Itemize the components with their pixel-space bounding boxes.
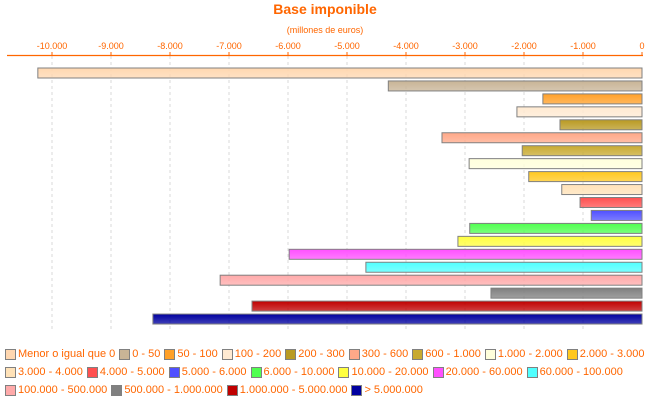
x-tick-label: -8.000 xyxy=(157,41,183,51)
legend-item: 6.000 - 10.000 xyxy=(250,366,335,378)
bar-18 xyxy=(490,287,643,299)
bar-13 xyxy=(469,222,643,234)
x-tick-label: -7.000 xyxy=(216,41,242,51)
chart-subtitle: (millones de euros) xyxy=(286,25,364,35)
legend-label: 1.000.000 - 5.000.000 xyxy=(239,384,348,396)
legend-label: 4.000 - 5.000 xyxy=(99,366,165,378)
x-tick-label: -5.000 xyxy=(334,41,360,51)
legend-label: 1.000 - 2.000 xyxy=(497,348,563,360)
legend-item: 5.000 - 6.000 xyxy=(168,366,247,378)
legend-swatch xyxy=(86,366,98,378)
legend-item: 300 - 600 xyxy=(348,348,409,360)
bar-12 xyxy=(590,209,643,221)
legend-item: 60.000 - 100.000 xyxy=(526,366,623,378)
legend-label: > 5.000.000 xyxy=(364,384,423,396)
legend-item: 500.000 - 1.000.000 xyxy=(111,384,223,396)
x-tick-label: -2.000 xyxy=(511,41,537,51)
legend-label: 20.000 - 60.000 xyxy=(445,366,523,378)
bar-11 xyxy=(579,197,643,208)
bar-9 xyxy=(528,171,643,183)
legend-item: 600 - 1.000 xyxy=(412,348,481,360)
legend-label: 2.000 - 3.000 xyxy=(579,348,645,360)
legend-label: 100 - 200 xyxy=(234,348,282,360)
legend-swatch xyxy=(119,348,131,360)
bar-17 xyxy=(219,274,643,286)
bar-5 xyxy=(559,119,643,131)
legend-swatch xyxy=(5,348,16,360)
legend-swatch xyxy=(5,384,16,396)
legend-label: 50 - 100 xyxy=(177,348,218,360)
bar-14 xyxy=(457,235,643,247)
bar-1 xyxy=(37,67,643,79)
legend-item: 3.000 - 4.000 xyxy=(5,366,83,378)
legend-item: 2.000 - 3.000 xyxy=(566,348,645,360)
bar-3 xyxy=(542,93,643,105)
legend-item: Menor o igual que 0 xyxy=(5,348,115,360)
legend-item: 1.000.000 - 5.000.000 xyxy=(226,384,348,396)
legend-item: 100.000 - 500.000 xyxy=(5,384,107,396)
x-tick-label: 0 xyxy=(639,41,644,51)
bar-20 xyxy=(152,313,643,325)
legend-swatch xyxy=(164,348,176,360)
legend-swatch xyxy=(566,348,578,360)
legend-item: 0 - 50 xyxy=(119,348,160,360)
legend: Menor o igual que 0 0 - 50 50 - 100 100 - 2… xyxy=(5,345,650,399)
legend-item: 1.000 - 2.000 xyxy=(484,348,563,360)
bar-7 xyxy=(521,145,643,157)
plot-area: -10.000 -9.000 -8.000 -7.000 -6.000 -5.000 -4.… xyxy=(7,41,645,330)
legend-label: 60.000 - 100.000 xyxy=(539,366,623,378)
legend-row: Menor o igual que 0 0 - 50 50 - 100 100 - 2… xyxy=(5,345,650,363)
x-tick-label: -10.000 xyxy=(37,41,68,51)
legend-item: 200 - 300 xyxy=(285,348,345,360)
legend-label: 100.000 - 500.000 xyxy=(18,384,108,396)
legend-label: 5.000 - 6.000 xyxy=(181,366,247,378)
x-tick-label: -3.000 xyxy=(452,41,478,51)
bar-15 xyxy=(288,248,643,260)
legend-swatch xyxy=(526,366,538,378)
legend-swatch xyxy=(226,384,238,396)
legend-swatch xyxy=(432,366,444,378)
legend-label: 3.000 - 4.000 xyxy=(18,366,83,378)
legend-label: 200 - 300 xyxy=(298,348,345,360)
bar-8 xyxy=(468,158,643,170)
legend-item: 4.000 - 5.000 xyxy=(86,366,165,378)
x-tick-label: -6.000 xyxy=(275,41,301,51)
x-tick-label: -4.000 xyxy=(393,41,419,51)
bar-16 xyxy=(365,261,643,273)
legend-swatch xyxy=(111,384,123,396)
x-tick-label: -9.000 xyxy=(98,41,124,51)
legend-label: 0 - 50 xyxy=(132,348,161,360)
legend-swatch xyxy=(221,348,233,360)
legend-item: > 5.000.000 xyxy=(351,384,423,396)
legend-swatch xyxy=(5,366,16,378)
bar-19 xyxy=(251,300,643,312)
bar-4 xyxy=(516,106,643,118)
legend-label: 6.000 - 10.000 xyxy=(263,366,335,378)
legend-row: 3.000 - 4.000 4.000 - 5.000 5.000 - 6.000 6… xyxy=(5,363,650,381)
legend-swatch xyxy=(412,348,424,360)
legend-label: Menor o igual que 0 xyxy=(18,348,116,360)
legend-label: 500.000 - 1.000.000 xyxy=(124,384,223,396)
bar-10 xyxy=(561,184,643,196)
bar-2 xyxy=(387,80,643,92)
legend-label: 10.000 - 20.000 xyxy=(351,366,429,378)
legend-swatch xyxy=(168,366,180,378)
legend-item: 20.000 - 60.000 xyxy=(432,366,523,378)
x-tick-label: -1.000 xyxy=(570,41,596,51)
legend-label: 600 - 1.000 xyxy=(425,348,481,360)
legend-row: 100.000 - 500.000 500.000 - 1.000.000 1.00… xyxy=(5,381,650,399)
legend-swatch xyxy=(484,348,496,360)
legend-swatch xyxy=(250,366,262,378)
legend-swatch xyxy=(338,366,350,378)
legend-item: 50 - 100 xyxy=(164,348,218,360)
legend-item: 100 - 200 xyxy=(221,348,282,360)
legend-swatch xyxy=(351,384,363,396)
chart-title: Base imponible xyxy=(273,1,377,17)
legend-swatch xyxy=(285,348,297,360)
legend-swatch xyxy=(348,348,360,360)
bar-6 xyxy=(441,132,643,144)
legend-item: 10.000 - 20.000 xyxy=(338,366,429,378)
legend-label: 300 - 600 xyxy=(361,348,409,360)
